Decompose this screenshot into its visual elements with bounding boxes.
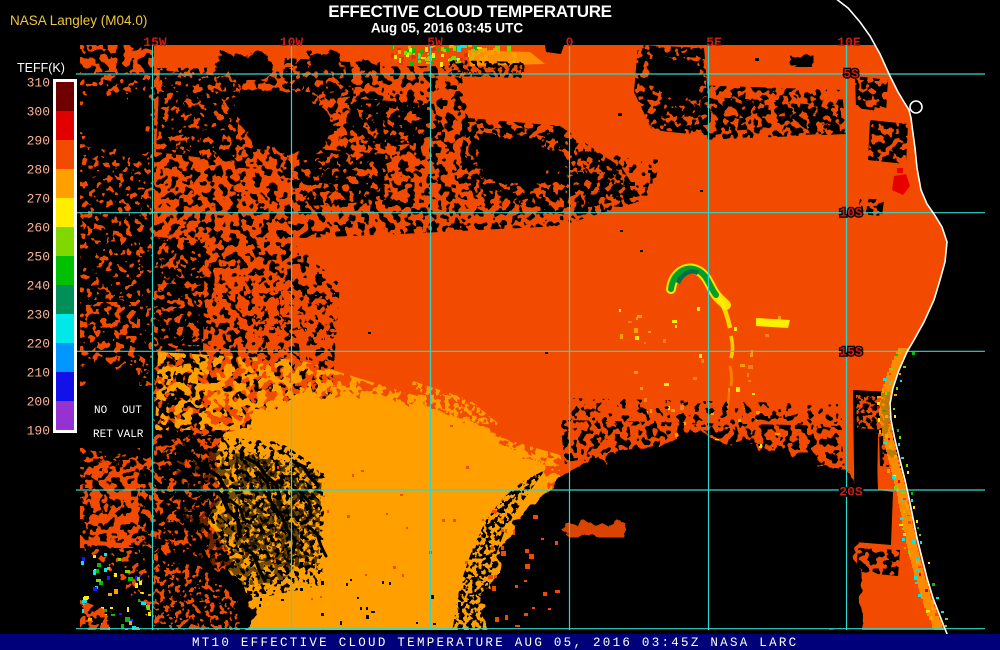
svg-text:10W: 10W — [280, 35, 304, 50]
svg-text:20S: 20S — [839, 485, 863, 500]
svg-text:10E: 10E — [837, 35, 861, 50]
svg-text:Aug 05, 2016 03:45 UTC: Aug 05, 2016 03:45 UTC — [371, 21, 524, 36]
svg-text:NO: NO — [94, 405, 108, 417]
svg-text:5S: 5S — [843, 67, 859, 82]
svg-text:VALR: VALR — [117, 429, 144, 441]
svg-text:15W: 15W — [143, 35, 167, 50]
svg-text:200: 200 — [27, 395, 50, 410]
svg-text:5E: 5E — [706, 35, 722, 50]
svg-text:OUT: OUT — [122, 405, 142, 417]
svg-text:280: 280 — [27, 163, 50, 178]
svg-text:260: 260 — [27, 221, 50, 236]
svg-text:300: 300 — [27, 105, 50, 120]
svg-text:310: 310 — [27, 76, 50, 91]
svg-text:210: 210 — [27, 366, 50, 381]
svg-text:0: 0 — [566, 35, 574, 50]
svg-text:10S: 10S — [839, 206, 863, 221]
svg-text:230: 230 — [27, 308, 50, 323]
svg-text:270: 270 — [27, 192, 50, 207]
svg-text:NASA Langley (M04.0): NASA Langley (M04.0) — [10, 13, 147, 28]
svg-text:TEFF(K): TEFF(K) — [17, 61, 65, 75]
svg-text:RET: RET — [93, 429, 113, 441]
svg-text:240: 240 — [27, 279, 50, 294]
svg-text:250: 250 — [27, 250, 50, 265]
svg-text:MT10 EFFECTIVE CLOUD TEMPERAT: MT10 EFFECTIVE CLOUD TEMPERATURE AUG 05,… — [192, 636, 798, 650]
svg-text:190: 190 — [27, 424, 50, 439]
svg-text:15S: 15S — [839, 345, 863, 360]
svg-text:290: 290 — [27, 134, 50, 149]
svg-text:5W: 5W — [427, 35, 443, 50]
svg-text:220: 220 — [27, 337, 50, 352]
svg-text:EFFECTIVE CLOUD TEMPERATURE: EFFECTIVE CLOUD TEMPERATURE — [328, 2, 611, 21]
